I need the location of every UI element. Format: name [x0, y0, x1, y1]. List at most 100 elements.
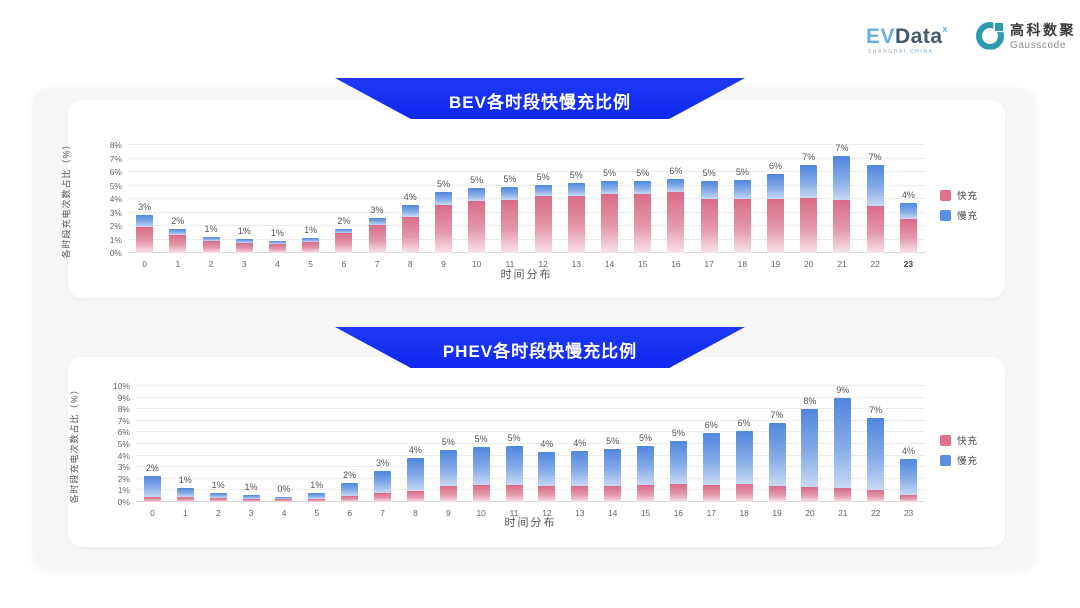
bev-bar-h11-fast-segment	[501, 200, 519, 253]
phev-bar-h7-slow-segment	[374, 470, 392, 494]
phev-bar-h10-fast-segment	[472, 485, 490, 502]
phev-bar-h8-slow-segment	[406, 457, 424, 491]
bev-bar-h13-value-label: 5%	[569, 170, 583, 181]
phev-bar-h1-slow-segment	[176, 488, 194, 498]
phev-bar-h3	[242, 495, 260, 502]
phev-bar-h9-value-label: 5%	[441, 436, 455, 447]
bev-bar-h20-slow-segment	[800, 165, 818, 199]
bev-xtick-11: 11	[505, 259, 515, 269]
phev-chart-title: PHEV各时段快慢充比例	[442, 341, 638, 361]
phev-bar-h20-value-label: 8%	[803, 396, 817, 407]
bev-bar-h4-fast-segment	[268, 243, 286, 253]
phev-xtick-18: 18	[739, 508, 749, 518]
phev-xtick-9: 9	[445, 508, 451, 518]
bev-bar-h23-fast-segment	[899, 219, 917, 253]
bev-bar-h12	[534, 184, 552, 253]
bev-bar-h12-slow-segment	[534, 184, 552, 197]
phev-bar-h0	[143, 476, 161, 502]
phev-ytick-6: 6%	[117, 427, 130, 438]
fast-charge-swatch-icon	[940, 189, 951, 201]
phev-bar-h7-value-label: 3%	[376, 457, 390, 468]
phev-gridline-2	[136, 477, 925, 479]
phev-bar-h17	[702, 432, 720, 502]
phev-xtick-11: 11	[509, 508, 519, 518]
bev-bar-h16-fast-segment	[667, 192, 685, 253]
phev-bar-h19-slow-segment	[768, 423, 786, 486]
bev-gridline-6	[128, 171, 925, 172]
phev-gridline-9	[136, 396, 925, 398]
phev-bar-h11-fast-segment	[505, 484, 523, 502]
phev-bar-h14-value-label: 5%	[606, 436, 620, 447]
phev-bar-h16-slow-segment	[669, 441, 687, 485]
bev-bar-h11-slow-segment	[501, 186, 519, 201]
phev-ytick-0: 0%	[117, 497, 130, 507]
bev-bar-h3-value-label: 1%	[237, 225, 251, 236]
phev-bar-h18-fast-segment	[735, 484, 753, 502]
phev-bar-h6-fast-segment	[341, 495, 359, 502]
phev-gridline-10	[136, 385, 925, 386]
bev-bar-h5-fast-segment	[302, 242, 320, 253]
phev-xtick-7: 7	[380, 508, 385, 518]
phev-bar-h21	[834, 398, 852, 502]
bev-bar-h22-fast-segment	[866, 205, 884, 253]
evdata-logo-subtext: SHANGHAI CHINA	[868, 49, 934, 55]
bev-bar-h17-fast-segment	[700, 199, 718, 253]
bev-bar-h1-slow-segment	[169, 228, 187, 236]
phev-bar-h6-slow-segment	[341, 482, 359, 496]
bev-bar-h20-value-label: 7%	[802, 152, 816, 163]
bev-bar-h7-value-label: 3%	[370, 204, 384, 215]
bev-bar-h10-fast-segment	[468, 201, 486, 253]
bev-bar-h16	[667, 178, 685, 253]
phev-bar-h9-fast-segment	[439, 486, 457, 502]
bev-bar-h8-fast-segment	[401, 216, 419, 253]
phev-bar-h21-fast-segment	[834, 488, 852, 502]
bev-bar-h14-slow-segment	[601, 181, 619, 194]
phev-bar-h5-fast-segment	[308, 498, 326, 502]
bev-bar-h15-slow-segment	[634, 180, 652, 195]
phev-bar-h21-slow-segment	[834, 398, 852, 489]
phev-bar-h4-value-label: 0%	[277, 483, 291, 494]
bev-bar-h19-fast-segment	[767, 199, 785, 253]
phev-bar-h18-value-label: 6%	[737, 418, 751, 429]
gausscode-g-icon	[976, 21, 1004, 50]
phev-bar-h0-fast-segment	[143, 496, 161, 502]
phev-bar-h13-value-label: 4%	[573, 437, 587, 448]
bev-ytick-3: 3%	[109, 207, 122, 218]
phev-x-axis-title: 时间分布	[504, 517, 557, 529]
evdata-logo: EVDataˣ SHANGHAI CHINA	[866, 20, 966, 55]
bev-bar-h3-slow-segment	[235, 238, 253, 243]
phev-bar-h1	[176, 488, 194, 502]
bev-bar-h23-value-label: 4%	[901, 190, 915, 201]
bev-gridline-2	[128, 225, 925, 226]
phev-bar-h5-value-label: 1%	[310, 479, 324, 490]
gausscode-en-name: Gausscode	[1010, 40, 1066, 51]
bev-gridline-7	[128, 157, 925, 159]
bev-bar-h4	[268, 240, 286, 253]
phev-gridline-8	[136, 408, 925, 410]
phev-bar-h16-value-label: 5%	[671, 428, 685, 439]
phev-ytick-10: 10%	[112, 381, 130, 391]
bev-xtick-17: 17	[704, 259, 714, 269]
bev-xtick-3: 3	[241, 259, 247, 269]
phev-title-banner: PHEV各时段快慢充比例	[335, 327, 745, 368]
phev-bar-h8-value-label: 4%	[408, 444, 422, 455]
phev-gridline-4	[136, 454, 925, 456]
bev-bar-h8	[401, 205, 419, 253]
phev-bar-h15	[637, 446, 655, 502]
bev-bar-h2-slow-segment	[202, 236, 220, 241]
phev-ytick-3: 3%	[117, 462, 130, 473]
bev-legend-label-快充: 快充	[957, 191, 979, 202]
phev-xtick-12: 12	[542, 508, 552, 518]
bev-bar-h0-fast-segment	[136, 227, 154, 253]
bev-bar-h19	[767, 174, 785, 253]
bev-bar-h1-fast-segment	[169, 235, 187, 253]
bev-xtick-5: 5	[308, 259, 313, 269]
phev-bar-h20-slow-segment	[801, 409, 819, 487]
phev-bar-h17-value-label: 6%	[704, 419, 718, 430]
bev-gridline-0	[128, 252, 925, 253]
phev-bar-h15-value-label: 5%	[639, 433, 653, 444]
phev-xtick-15: 15	[640, 508, 651, 518]
phev-bar-h20	[801, 409, 819, 502]
phev-bar-h16-fast-segment	[669, 484, 687, 502]
phev-y-axis-title: 各时段充电次数占比（%）	[69, 384, 80, 504]
